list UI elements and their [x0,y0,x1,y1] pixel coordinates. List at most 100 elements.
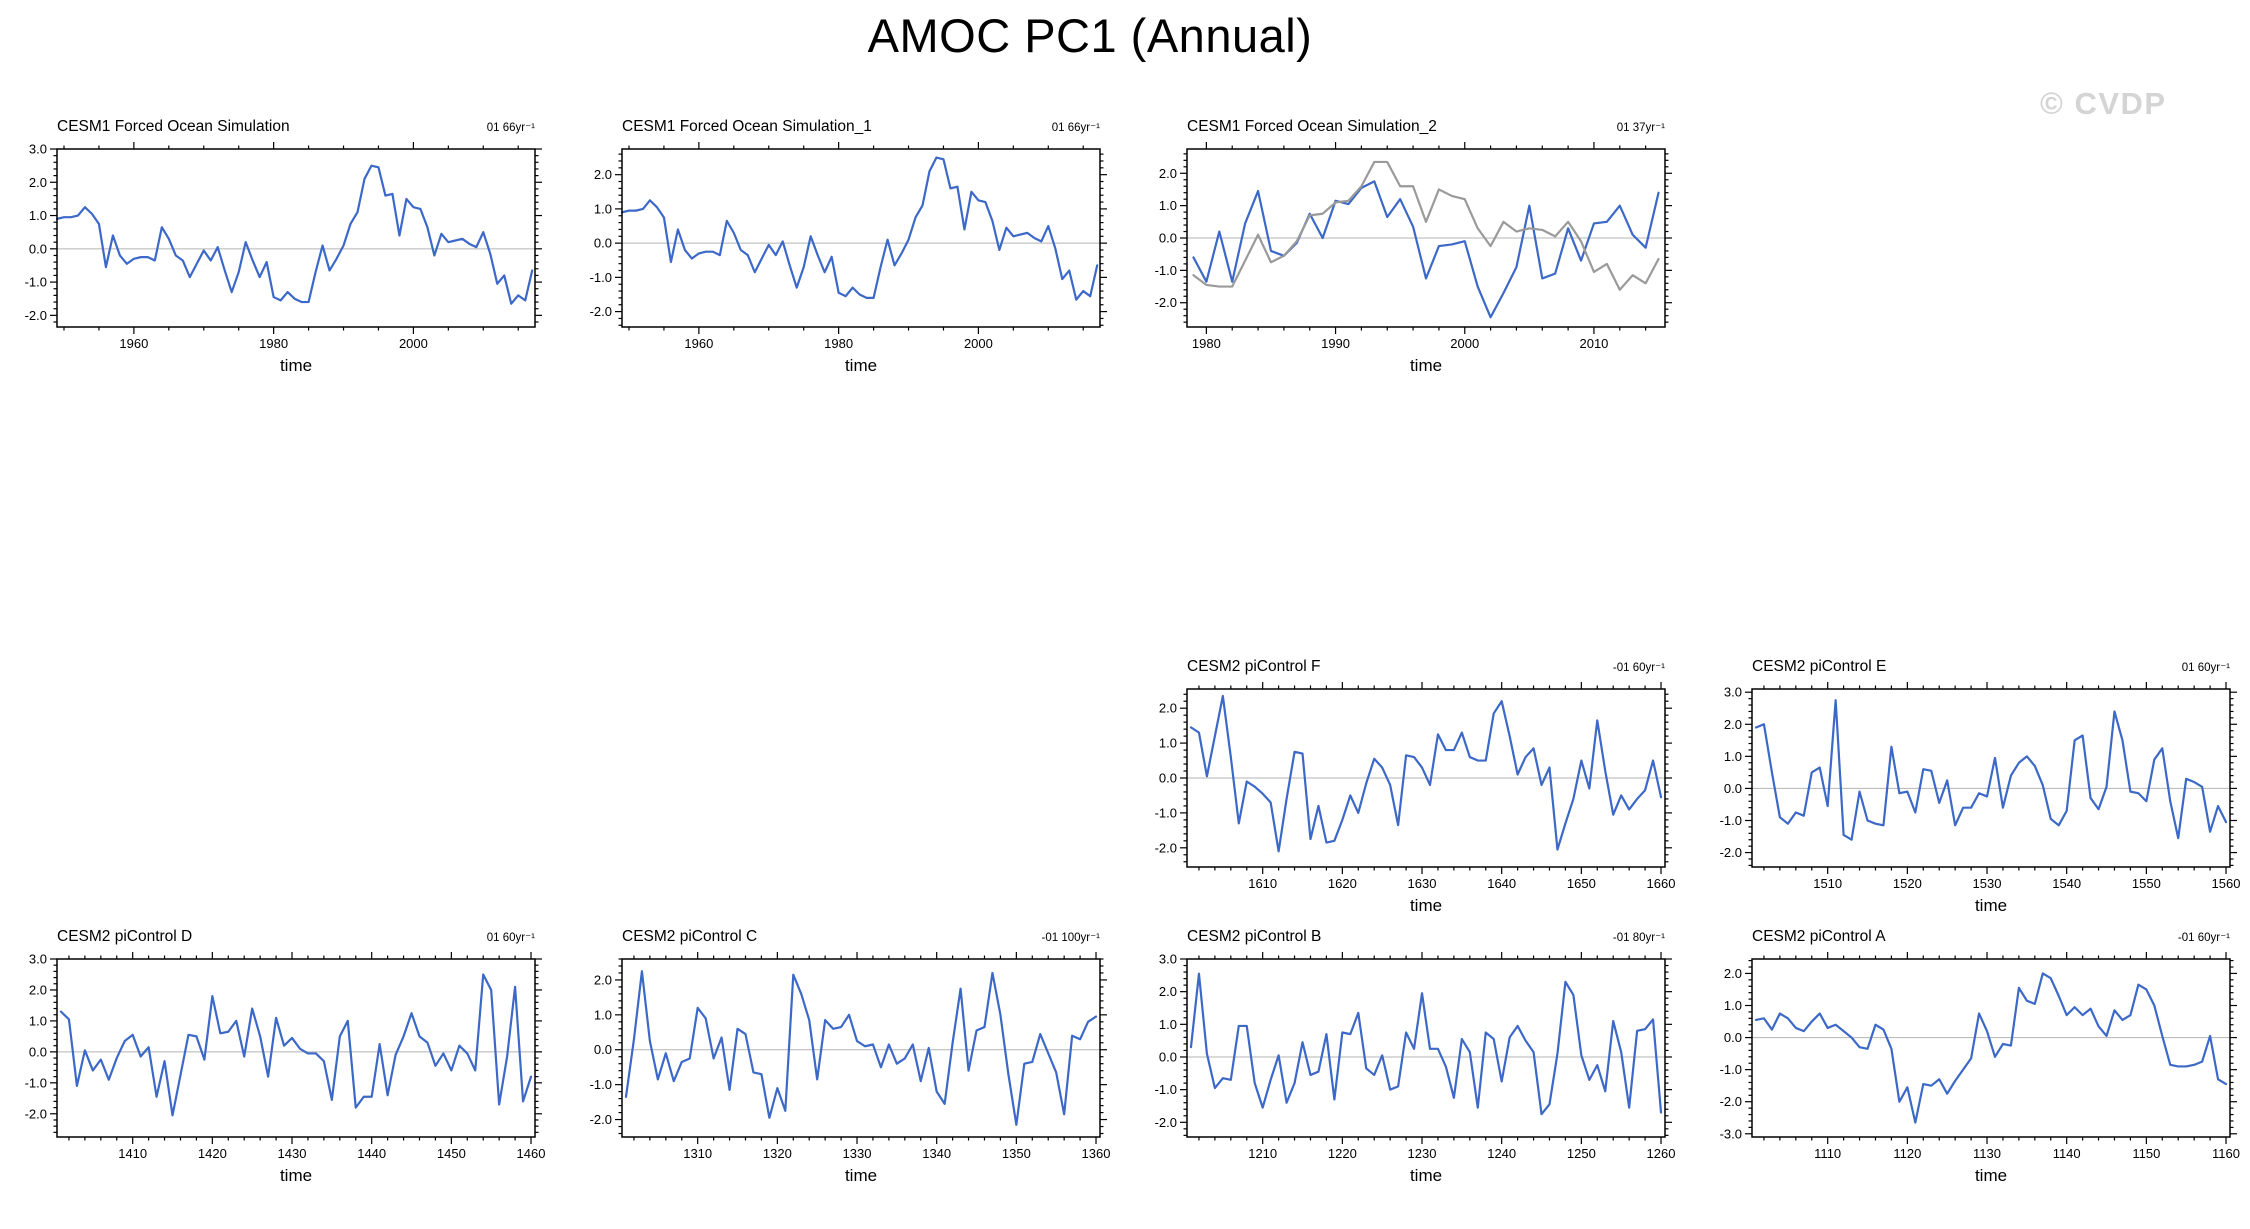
chart-annotation: 01 66yr⁻¹ [1051,122,1100,134]
y-tick-label: 2.0 [29,175,47,190]
y-tick-label: 2.0 [1724,966,1742,981]
y-tick-label: -2.0 [1155,840,1177,855]
x-tick-label: 1530 [1973,876,2002,891]
y-tick-label: -1.0 [1720,1062,1742,1077]
x-tick-label: 1450 [437,1146,466,1161]
plot-area: 1410 1420 1430 1440 1450 1460 3.0 2.0 1.0 0.0 -1.0… [25,952,546,1186]
x-tick-label: 1320 [763,1146,792,1161]
y-tick-label: -2.0 [590,304,612,319]
y-tick-label: -2.0 [1720,1094,1742,1109]
x-tick-label: 1980 [824,336,853,351]
x-tick-label: 1640 [1487,876,1516,891]
plot-box [621,148,1101,328]
x-tick-label: 1460 [517,1146,546,1161]
y-tick-label: 2.0 [29,982,47,997]
chart-header: CESM1 Forced Ocean Simulation_2 01 37yr⁻¹ [1145,118,1710,141]
x-tick-label: 1150 [2132,1146,2160,1161]
x-tick-label: 1960 [684,336,713,351]
plot-box [1186,958,1666,1138]
y-tick-label: 0.0 [29,241,47,256]
x-tick-label: 1340 [922,1146,951,1161]
x-tick-label: 1260 [1647,1146,1676,1161]
y-tick-label: 0.0 [1159,771,1177,786]
chart-panel-cesm1-forced-ocean-simulation: CESM1 Forced Ocean Simulation 01 66yr⁻¹ 19… [15,118,580,381]
x-tick-label: 1140 [2053,1146,2081,1161]
chart-header: CESM2 piControl E 01 60yr⁻¹ [1710,658,2250,681]
x-tick-label: 1630 [1408,876,1437,891]
y-tick-label: -1.0 [590,1077,612,1092]
x-tick-label: 1350 [1002,1146,1031,1161]
chart-header: CESM2 piControl F -01 60yr⁻¹ [1145,658,1710,681]
y-tick-label: 0.0 [1159,1049,1177,1064]
x-tick-label: 1240 [1487,1146,1516,1161]
chart-annotation: -01 80yr⁻¹ [1612,932,1665,944]
x-axis-label: time [1975,896,2007,915]
x-axis-label: time [1410,356,1442,375]
x-tick-label: 1430 [278,1146,307,1161]
chart-panel-cesm2-picontrol-a: CESM2 piControl A -01 60yr⁻¹ 1110 1120 1130 1… [1710,928,2250,1191]
x-tick-label: 2000 [1450,336,1479,351]
y-tick-label: 3.0 [1724,685,1742,700]
y-tick-label: -1.0 [590,270,612,285]
x-axis-label: time [1410,1166,1442,1185]
x-tick-label: 1160 [2212,1146,2240,1161]
y-tick-label: -2.0 [590,1112,612,1127]
chart-header: CESM1 Forced Ocean Simulation 01 66yr⁻¹ [15,118,580,141]
y-tick-label: 0.0 [1159,231,1177,246]
x-tick-label: 1660 [1647,876,1676,891]
cvdp-watermark: © CVDP [2040,86,2167,121]
y-tick-label: 1.0 [1159,198,1177,213]
x-tick-label: 1130 [1973,1146,2001,1161]
x-tick-label: 2010 [1579,336,1608,351]
plot-area: 1310 1320 1330 1340 1350 1360 2.0 1.0 0.0 -1.0 -2.… [590,952,1110,1185]
chart-annotation: -01 60yr⁻¹ [2177,932,2230,944]
x-axis-label: time [1975,1166,2007,1185]
plot-area: 1960 1980 2000 3.0 2.0 1.0 0.0 -1.0 -2.0 time [25,142,542,375]
series-line-primary [55,164,534,305]
x-tick-label: 1510 [1813,876,1842,891]
chart-annotation: 01 60yr⁻¹ [486,932,535,944]
y-tick-label: -3.0 [1720,1126,1742,1141]
chart-header: CESM2 piControl B -01 80yr⁻¹ [1145,928,1710,951]
plot-area: 1210 1220 1230 1240 1250 1260 3.0 2.0 1.0 0.0 -1.0… [1155,952,1676,1186]
x-tick-label: 1330 [843,1146,872,1161]
x-axis-label: time [845,1166,877,1185]
x-tick-label: 1410 [118,1146,147,1161]
y-tick-label: 0.0 [1724,1030,1742,1045]
x-axis-label: time [1410,896,1442,915]
x-tick-label: 1650 [1567,876,1596,891]
chart-header: CESM2 piControl C -01 100yr⁻¹ [580,928,1145,951]
y-tick-label: 1.0 [1724,749,1742,764]
series-line-primary [624,970,1098,1126]
chart-header: CESM2 piControl A -01 60yr⁻¹ [1710,928,2250,951]
chart-annotation: -01 60yr⁻¹ [1612,662,1665,674]
chart-annotation: -01 100yr⁻¹ [1041,932,1100,944]
y-tick-label: 3.0 [29,142,47,157]
x-tick-label: 1540 [2052,876,2081,891]
chart-title: CESM1 Forced Ocean Simulation [57,118,290,135]
y-tick-label: 0.0 [594,1042,612,1057]
x-tick-label: 1960 [119,336,148,351]
x-tick-label: 1110 [1814,1146,1841,1161]
x-tick-label: 1990 [1321,336,1350,351]
x-tick-label: 2000 [399,336,428,351]
chart-panel-cesm1-forced-ocean-simulation-1: CESM1 Forced Ocean Simulation_1 01 66yr⁻¹… [580,118,1145,381]
plot-area: 1960 1980 2000 2.0 1.0 0.0 -1.0 -2.0 time [590,142,1107,375]
y-tick-label: 2.0 [594,167,612,182]
y-tick-label: 1.0 [1159,736,1177,751]
y-tick-label: 1.0 [1159,1017,1177,1032]
y-tick-label: 1.0 [594,201,612,216]
chart-title: CESM1 Forced Ocean Simulation_1 [622,118,872,135]
y-tick-label: -1.0 [25,1075,47,1090]
chart-title: CESM2 piControl C [622,928,758,945]
chart-panel-cesm2-picontrol-b: CESM2 piControl B -01 80yr⁻¹ 1210 1220 1230 1… [1145,928,1710,1191]
plot-box [621,958,1101,1138]
x-tick-label: 2000 [964,336,993,351]
x-tick-label: 1310 [683,1146,712,1161]
chart-panel-cesm1-forced-ocean-simulation-2: CESM1 Forced Ocean Simulation_2 01 37yr⁻¹… [1145,118,1710,381]
y-tick-label: 1.0 [29,1013,47,1028]
chart-header: CESM1 Forced Ocean Simulation_1 01 66yr⁻¹ [580,118,1145,141]
x-tick-label: 1230 [1408,1146,1437,1161]
y-tick-label: 2.0 [1159,984,1177,999]
series-line-primary [620,156,1099,301]
